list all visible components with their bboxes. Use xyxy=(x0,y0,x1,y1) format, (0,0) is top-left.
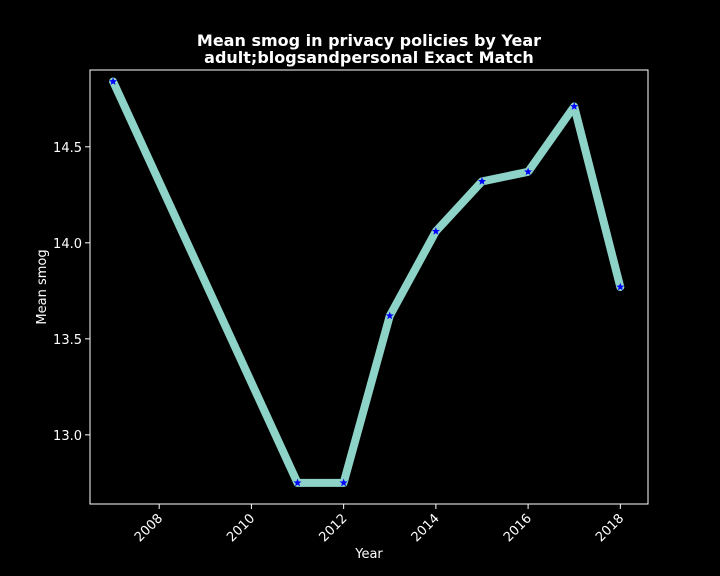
chart-title: Mean smog in privacy policies by Year xyxy=(197,31,541,50)
y-axis-label: Mean smog xyxy=(35,249,50,324)
x-tick-label: 2008 xyxy=(132,511,166,545)
data-point-marker xyxy=(109,77,118,85)
data-point-marker xyxy=(616,282,625,291)
x-axis-label: Year xyxy=(354,547,383,562)
y-tick-label: 14.0 xyxy=(53,237,82,252)
x-tick-label: 2012 xyxy=(316,511,350,545)
y-axis: 13.0 13.5 14.0 14.5 xyxy=(53,141,90,444)
chart-subtitle: adult;blogsandpersonal Exact Match xyxy=(204,48,534,67)
y-tick-label: 13.0 xyxy=(53,429,82,444)
data-point-marker xyxy=(339,478,348,487)
y-tick-label: 14.5 xyxy=(53,141,82,156)
data-point-marker xyxy=(431,227,440,235)
data-point-marker xyxy=(293,478,302,487)
x-axis: 2008 2010 2012 2014 2016 2018 xyxy=(132,504,627,545)
data-markers xyxy=(109,77,625,487)
x-tick-label: 2010 xyxy=(224,511,258,545)
series-line xyxy=(109,77,625,487)
data-point-marker xyxy=(477,177,486,185)
y-tick-label: 13.5 xyxy=(53,333,82,348)
x-tick-label: 2014 xyxy=(409,511,443,545)
x-tick-label: 2016 xyxy=(501,511,535,545)
data-point-marker xyxy=(570,102,579,110)
data-point-marker xyxy=(524,167,533,176)
data-point-marker xyxy=(385,311,394,320)
x-tick-label: 2018 xyxy=(593,511,627,545)
plot-frame xyxy=(89,69,649,505)
